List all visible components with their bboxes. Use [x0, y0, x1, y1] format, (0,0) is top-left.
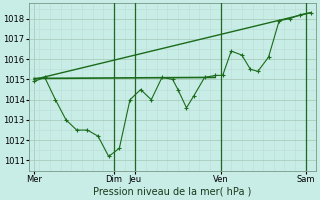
X-axis label: Pression niveau de la mer( hPa ): Pression niveau de la mer( hPa )	[93, 187, 252, 197]
